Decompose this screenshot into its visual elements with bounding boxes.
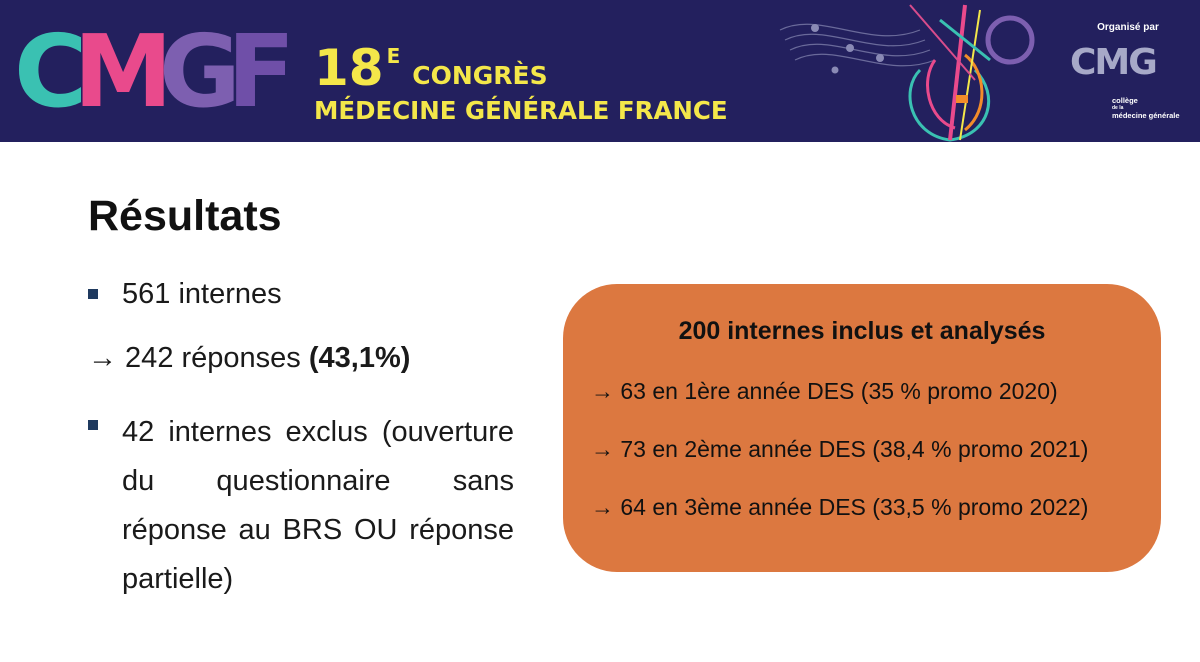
cmg-sub-line1: collège — [1112, 96, 1138, 105]
cmg-sub-line2: de la — [1112, 105, 1124, 111]
congress-number: 18 — [314, 39, 384, 97]
summary-line-year1: → 63 en 1ère année DES (35 % promo 2020) — [591, 378, 1058, 404]
bullet-icon — [88, 420, 98, 430]
congress-ordinal: E — [386, 44, 401, 68]
organizer-label: Organisé par — [1097, 22, 1159, 33]
result-item-exclus: 42 internes exclus (ouverture du questio… — [122, 416, 514, 595]
logo-letter-g: G — [158, 13, 241, 130]
header-banner: CMGF 18 E CONGRÈS MÉDECINE GÉNÉRALE FRAN… — [0, 0, 1200, 142]
reponses-text: → 242 réponses — [88, 342, 309, 374]
congress-subtitle: MÉDECINE GÉNÉRALE FRANCE — [314, 96, 728, 125]
summary-line-year2: → 73 en 2ème année DES (38,4 % promo 202… — [591, 436, 1089, 462]
cmg-logo-text: CMG — [1070, 42, 1158, 83]
result-item-reponses: → 242 réponses (43,1%) — [88, 342, 410, 375]
summary-line-year3: → 64 en 3ème année DES (33,5 % promo 202… — [591, 494, 1089, 520]
music-decoration-icon — [779, 4, 1035, 142]
page-title: Résultats — [88, 192, 282, 240]
congress-title: 18 E CONGRÈS MÉDECINE GÉNÉRALE FRANCE — [314, 34, 728, 125]
organizer-block: Organisé par CMG collège de la médecine … — [1066, 22, 1190, 120]
summary-box: 200 internes inclus et analysés → 63 en … — [563, 284, 1161, 572]
logo-letter-c: C — [14, 13, 87, 130]
cmgf-logo: CMGF — [14, 13, 295, 130]
logo-letter-f: F — [227, 13, 295, 130]
bullet-icon — [88, 289, 98, 299]
cmg-sub-line3: médecine générale — [1112, 111, 1180, 120]
congress-label: CONGRÈS — [412, 61, 548, 90]
result-item-internes: 561 internes — [122, 278, 282, 310]
summary-title: 200 internes inclus et analysés — [678, 317, 1046, 345]
reponses-percent: (43,1%) — [308, 342, 411, 374]
cmg-logo-subtitle: collège de la médecine générale — [1112, 96, 1194, 120]
logo-letter-m: M — [73, 13, 172, 130]
